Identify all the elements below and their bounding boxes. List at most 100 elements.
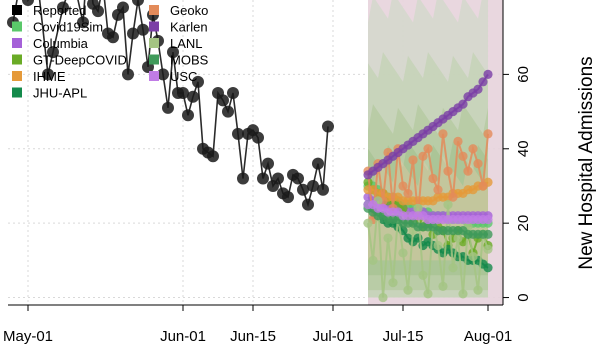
point-geoko bbox=[438, 129, 448, 139]
point-lanl bbox=[453, 233, 463, 243]
legend-label-ihme: IHME bbox=[33, 69, 66, 84]
y-tick-label: 20 bbox=[515, 215, 532, 232]
reported-point bbox=[192, 75, 204, 88]
reported-point bbox=[222, 105, 234, 118]
reported-point bbox=[77, 16, 89, 29]
reported-point bbox=[177, 86, 189, 99]
reported-point bbox=[322, 120, 334, 133]
x-tick-label: Jun-01 bbox=[160, 328, 206, 345]
legend-label-karlen: Karlen bbox=[170, 20, 208, 35]
point-lanl bbox=[443, 199, 453, 210]
legend-swatch-ihme bbox=[12, 71, 22, 81]
legend-swatch-reported bbox=[12, 5, 22, 15]
point-lanl bbox=[383, 233, 393, 243]
forecast-series bbox=[363, 69, 493, 303]
reported-point bbox=[272, 172, 284, 185]
legend-swatch-geoko bbox=[149, 5, 159, 15]
reported-point bbox=[122, 68, 134, 81]
reported-point bbox=[132, 0, 144, 6]
reported-point bbox=[307, 179, 319, 192]
point-mobs bbox=[483, 229, 493, 239]
point-geoko bbox=[443, 166, 453, 176]
point-geoko bbox=[463, 166, 473, 176]
reported-series bbox=[7, 0, 334, 211]
reported-point bbox=[252, 131, 264, 144]
point-karlen bbox=[473, 84, 483, 94]
legend-swatch-usc bbox=[149, 71, 159, 81]
point-geoko bbox=[468, 144, 478, 154]
point-lanl bbox=[433, 240, 443, 251]
point-geoko bbox=[483, 129, 493, 139]
legend-label-columbia: Columbia bbox=[33, 36, 89, 51]
point-karlen bbox=[478, 77, 488, 87]
legend-swatch-gt-deepcovid bbox=[12, 54, 22, 65]
point-lanl bbox=[423, 289, 433, 299]
legend-swatch-covid19sim bbox=[12, 21, 22, 32]
legend-label-reported: Reported bbox=[33, 3, 86, 18]
point-usc bbox=[483, 214, 493, 225]
reported-point bbox=[302, 198, 314, 211]
legend-label-lanl: LANL bbox=[170, 36, 203, 51]
reported-point bbox=[42, 68, 54, 81]
reported-point bbox=[182, 109, 194, 122]
reported-point bbox=[117, 1, 129, 14]
point-lanl bbox=[388, 278, 398, 288]
legend-label-geoko: Geoko bbox=[170, 3, 208, 18]
reported-point bbox=[22, 0, 34, 6]
reported-line bbox=[12, 0, 329, 208]
reported-point bbox=[217, 94, 229, 107]
point-lanl bbox=[418, 270, 428, 280]
point-geoko bbox=[478, 181, 488, 191]
point-karlen bbox=[458, 99, 468, 109]
reported-point bbox=[232, 127, 244, 140]
point-geoko bbox=[418, 151, 428, 161]
point-geoko bbox=[408, 155, 418, 165]
point-lanl bbox=[363, 218, 373, 228]
y-tick-label: 40 bbox=[515, 140, 532, 157]
legend-label-gt-deepcovid: GT-DeepCOVID bbox=[33, 53, 127, 68]
reported-point bbox=[317, 183, 329, 196]
point-lanl bbox=[473, 285, 483, 295]
reported-point bbox=[227, 86, 239, 99]
point-karlen bbox=[483, 69, 493, 79]
reported-point bbox=[297, 183, 309, 196]
point-geoko bbox=[423, 144, 433, 154]
legend-label-mobs: MOBS bbox=[170, 53, 209, 68]
point-geoko bbox=[428, 173, 438, 184]
x-tick-label: Jul-15 bbox=[383, 328, 424, 345]
legend-label-usc: USC bbox=[170, 69, 197, 84]
legend-label-covid19sim: Covid19Sim bbox=[33, 20, 103, 35]
reported-point bbox=[47, 46, 59, 59]
reported-point bbox=[57, 1, 69, 14]
point-geoko bbox=[473, 159, 483, 169]
x-tick-label: Jun-15 bbox=[230, 328, 276, 345]
point-lanl bbox=[398, 248, 408, 258]
point-geoko bbox=[433, 185, 443, 195]
point-lanl bbox=[458, 289, 468, 299]
reported-point bbox=[157, 68, 169, 81]
point-lanl bbox=[413, 203, 423, 213]
reported-point bbox=[312, 157, 324, 170]
reported-point bbox=[262, 157, 274, 170]
legend-swatch-mobs bbox=[149, 54, 159, 65]
legend-swatch-columbia bbox=[12, 38, 22, 48]
reported-point bbox=[162, 101, 174, 114]
point-lanl bbox=[468, 252, 478, 262]
y-tick-label: 60 bbox=[515, 66, 532, 83]
x-tick-label: Aug-01 bbox=[464, 328, 512, 345]
reported-point bbox=[92, 5, 104, 18]
point-jhu-apl bbox=[483, 263, 493, 273]
reported-point bbox=[107, 31, 119, 44]
point-geoko bbox=[398, 181, 408, 191]
point-lanl bbox=[378, 292, 388, 303]
point-geoko bbox=[448, 192, 458, 202]
x-tick-label: Jul-01 bbox=[313, 328, 354, 345]
point-geoko bbox=[403, 188, 413, 199]
x-tick-label: May-01 bbox=[3, 328, 53, 345]
point-lanl bbox=[438, 281, 448, 292]
reported-point bbox=[187, 90, 199, 103]
reported-point bbox=[127, 27, 139, 40]
reported-point bbox=[137, 23, 149, 36]
axes: May-01 Jun-01 Jun-15 Jul-01 Jul-15 Aug-01 0 20 4… bbox=[3, 0, 532, 345]
point-geoko bbox=[453, 136, 463, 146]
